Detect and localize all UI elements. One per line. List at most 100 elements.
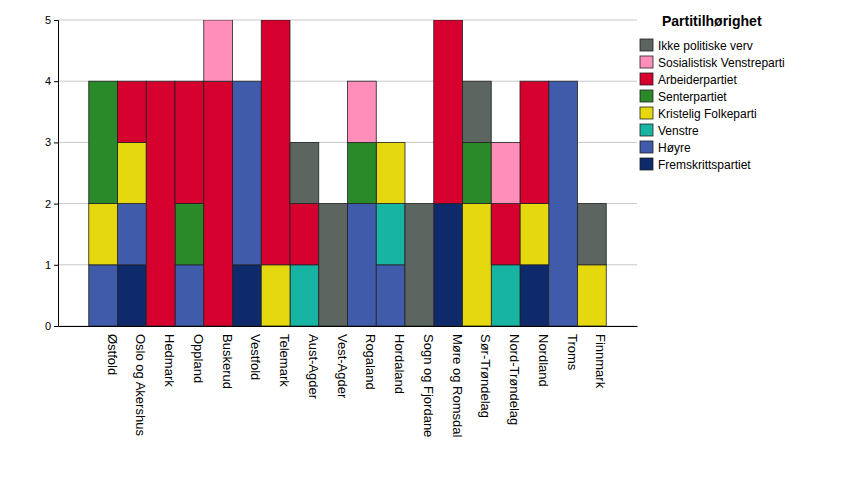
bar-segment [175, 81, 204, 82]
legend-swatch [640, 124, 653, 136]
x-tick: Aust-Agder [304, 326, 321, 400]
bar-segment [348, 204, 377, 326]
legend-label: Senterpartiet [658, 90, 727, 104]
bar-segment [376, 204, 405, 265]
x-tick-label: Møre og Romsdal [450, 334, 465, 437]
bar-segment [261, 20, 290, 21]
bar-segment [549, 81, 578, 82]
bar-segment [175, 81, 204, 82]
bar-segment [348, 142, 377, 203]
bar-segment [233, 81, 262, 82]
y-tick-mark [54, 265, 58, 266]
x-tick: Hordaland [391, 326, 408, 394]
bar-segment [491, 204, 520, 265]
bar-segment [549, 81, 578, 82]
legend-label: Fremskrittspartiet [658, 158, 751, 172]
x-tick-label: Hordaland [392, 334, 407, 394]
bar-segment [118, 81, 147, 82]
legend-swatch [640, 107, 653, 119]
bar-segment [118, 81, 147, 82]
bar-segment [434, 204, 463, 326]
bar-segment [520, 204, 549, 265]
bar-segment [89, 81, 118, 203]
x-tick: Vest-Agder [333, 326, 350, 399]
legend-swatch [640, 141, 653, 153]
y-tick-label: 3 [45, 136, 51, 148]
y-tick: 2 [45, 198, 58, 210]
x-tick: Telemark [276, 326, 293, 387]
bar-segment [89, 265, 118, 326]
y-axis: 012345 [45, 14, 59, 332]
x-tick: Buskerud [218, 326, 235, 389]
x-tick-label: Rogaland [363, 334, 378, 390]
bar-segment [175, 265, 204, 326]
bar-segment [434, 20, 463, 21]
legend-swatch [640, 56, 653, 68]
x-tick: Møre og Romsdal [448, 326, 465, 437]
x-tick-label: Sogn og Fjordane [421, 334, 436, 437]
x-tick: Troms [563, 326, 580, 371]
bar-segment [233, 265, 262, 326]
bar-segment [520, 81, 549, 203]
legend-label: Arbeiderpartiet [658, 73, 737, 87]
bar-segment [233, 81, 262, 82]
bar-segment [118, 142, 147, 203]
bar-segment [462, 81, 491, 142]
bar-segment [233, 81, 262, 82]
x-tick-label: Telemark [277, 334, 292, 387]
bar-segment [204, 20, 233, 81]
x-tick: Nordland [534, 326, 551, 387]
x-tick-label: Vestfold [248, 334, 263, 380]
bar-segment [405, 204, 434, 326]
x-tick: Hedmark [161, 326, 178, 387]
bar-segment [376, 142, 405, 203]
bar-segment [549, 81, 578, 82]
bar-segment [376, 142, 405, 143]
y-tick-mark [54, 142, 58, 143]
bar-segment [290, 204, 319, 265]
x-tick: Vestfold [247, 326, 264, 380]
bar-segment [233, 81, 262, 82]
y-tick: 1 [45, 259, 58, 271]
bar-segment [520, 81, 549, 82]
x-tick-label: Finnmark [593, 334, 608, 389]
bar-segment [261, 20, 290, 21]
y-tick-mark [54, 81, 58, 82]
x-tick-label: Østfold [105, 334, 120, 375]
legend-label: Høyre [658, 141, 691, 155]
x-tick-label: Vest-Agder [335, 334, 350, 399]
legend-swatch [640, 158, 653, 170]
x-axis: Østfold Oslo og Akershus Hedmark Oppland Bus… [59, 326, 638, 437]
bar-segment [175, 204, 204, 265]
y-tick: 3 [45, 136, 58, 148]
y-tick-label: 1 [45, 259, 51, 271]
bar-segment [146, 81, 175, 82]
x-tick-label: Aust-Agder [306, 334, 321, 400]
x-tick: Oslo og Akershus [132, 326, 149, 436]
bar-segment [261, 20, 290, 265]
bar-segment [376, 142, 405, 143]
x-tick: Nord-Trøndelag [506, 326, 523, 425]
bar-segment [348, 81, 377, 82]
x-tick-label: Oppland [191, 334, 206, 383]
bar-segment [434, 20, 463, 21]
bar-segment [89, 81, 118, 82]
bar-segment [577, 204, 606, 265]
bar-segment [89, 81, 118, 82]
y-tick-mark [54, 326, 58, 327]
bar-segment [89, 81, 118, 82]
x-tick: Østfold [103, 326, 120, 375]
bar-segment [175, 81, 204, 203]
y-tick-mark [54, 204, 58, 205]
y-tick-label: 4 [45, 75, 51, 87]
x-tick-label: Oslo og Akershus [133, 334, 148, 436]
x-tick: Finnmark [592, 326, 609, 389]
bar-segment [520, 265, 549, 326]
legend-label: Kristelig Folkeparti [658, 107, 757, 121]
legend: PartitilhørighetIkke politiske vervSosia… [640, 13, 785, 172]
bar-segment [549, 81, 578, 326]
bar-segment [118, 204, 147, 265]
x-tick: Sogn og Fjordane [419, 326, 436, 437]
bars [89, 20, 606, 326]
legend-label: Venstre [658, 124, 699, 138]
